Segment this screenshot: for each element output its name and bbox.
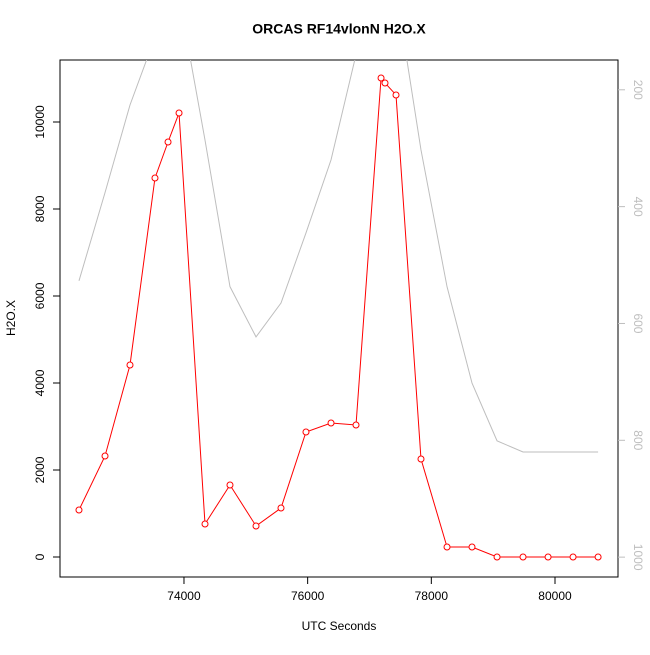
series-line <box>78 76 599 558</box>
data-point <box>544 553 552 561</box>
x-tick-label: 76000 <box>291 589 325 603</box>
plot-frame <box>59 59 619 578</box>
data-point <box>327 419 335 427</box>
data-point <box>352 421 360 429</box>
y-tick-label: 2000 <box>33 456 47 483</box>
chart-title: ORCAS RF14vlonN H2O.X <box>252 21 426 37</box>
y2-tick-label: 200 <box>631 80 645 100</box>
series-line <box>78 60 599 453</box>
data-point <box>151 174 159 182</box>
y2-tick-label: 400 <box>631 197 645 217</box>
x-tick-label: 78000 <box>415 589 449 603</box>
y2-tick-label: 600 <box>631 313 645 333</box>
data-point <box>381 79 389 87</box>
data-point <box>493 553 501 561</box>
data-point <box>519 553 527 561</box>
data-point <box>101 452 109 460</box>
data-point <box>302 428 310 436</box>
y-tick-label: 10000 <box>33 105 47 139</box>
data-point <box>164 138 172 146</box>
data-point <box>377 74 385 82</box>
y-tick-label: 6000 <box>33 282 47 309</box>
data-point <box>468 543 476 551</box>
y-tick-label: 8000 <box>33 195 47 222</box>
data-point <box>252 522 260 530</box>
x-tick-label: 74000 <box>167 589 201 603</box>
data-point <box>226 481 234 489</box>
data-point <box>126 361 134 369</box>
y2-tick-label: 1000 <box>631 544 645 571</box>
plot-area <box>75 60 602 561</box>
data-point <box>417 455 425 463</box>
data-point <box>175 109 183 117</box>
data-point <box>201 520 209 528</box>
y-tick-label: 0 <box>33 553 47 560</box>
data-point <box>569 553 577 561</box>
data-point <box>75 506 83 514</box>
x-tick-label: 80000 <box>538 589 572 603</box>
y-axis-label: H2O.X <box>4 300 18 336</box>
y2-tick-label: 800 <box>631 430 645 450</box>
data-point <box>594 553 602 561</box>
y-tick-label: 4000 <box>33 369 47 396</box>
data-point <box>392 91 400 99</box>
x-axis-label: UTC Seconds <box>302 619 377 633</box>
data-point <box>277 504 285 512</box>
data-point <box>443 543 451 551</box>
